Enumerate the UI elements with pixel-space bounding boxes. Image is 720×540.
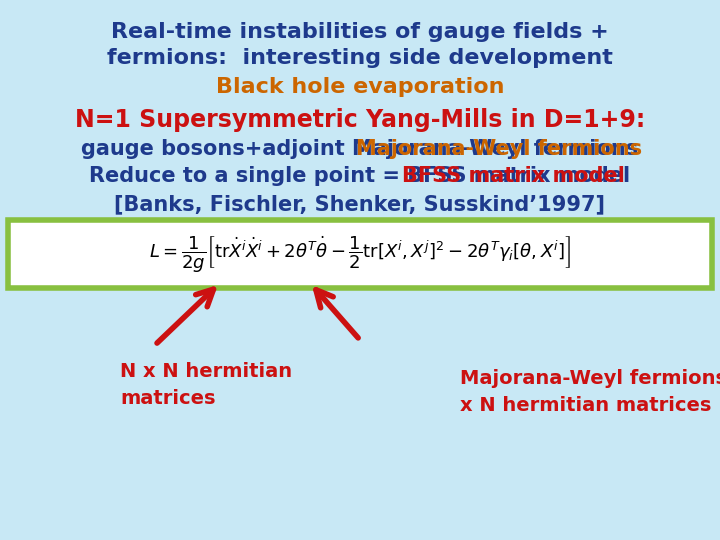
Text: $L = \dfrac{1}{2g}\left[\mathrm{tr}\dot{X}^i\dot{X}^i + 2\theta^T\dot{\theta} - : $L = \dfrac{1}{2g}\left[\mathrm{tr}\dot{… (149, 234, 571, 274)
Text: Majorana-Weyl fermions, N
x N hermitian matrices: Majorana-Weyl fermions, N x N hermitian … (460, 369, 720, 415)
Text: BFSS matrix model: BFSS matrix model (402, 166, 624, 186)
Text: Black hole evaporation: Black hole evaporation (216, 77, 504, 97)
Text: Reduce to a single point = BFSS matrix model: Reduce to a single point = BFSS matrix m… (89, 166, 631, 186)
Text: Majorana-Weyl fermions: Majorana-Weyl fermions (356, 139, 642, 159)
Text: [Banks, Fischler, Shenker, Susskind’1997]: [Banks, Fischler, Shenker, Susskind’1997… (114, 194, 606, 214)
Text: N=1 Supersymmetric Yang-Mills in D=1+9:: N=1 Supersymmetric Yang-Mills in D=1+9: (75, 108, 645, 132)
Bar (8, 220, 712, 288)
Text: fermions:  interesting side development: fermions: interesting side development (107, 48, 613, 68)
Text: N x N hermitian
matrices: N x N hermitian matrices (120, 362, 292, 408)
Text: Real-time instabilities of gauge fields +: Real-time instabilities of gauge fields … (111, 22, 609, 42)
Text: gauge bosons+adjoint Majorana-Weyl fermions: gauge bosons+adjoint Majorana-Weyl fermi… (81, 139, 639, 159)
